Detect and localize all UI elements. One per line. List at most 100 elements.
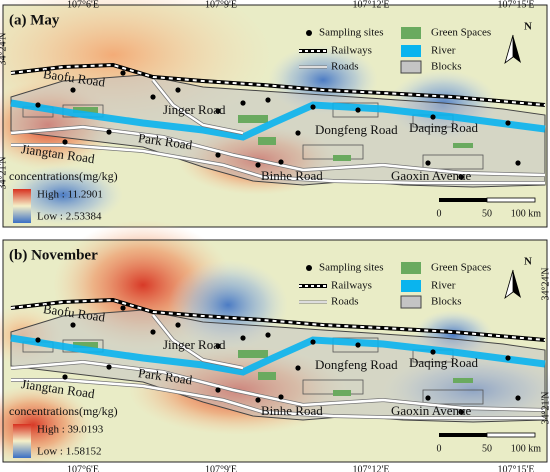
road [10, 125, 546, 177]
blocks [10, 309, 546, 423]
sampling-site [35, 102, 41, 108]
north-arrow-half [504, 34, 514, 65]
road-label: Jinger Road [163, 337, 226, 352]
color-ramp [13, 189, 31, 223]
sampling-site [355, 342, 361, 348]
road [11, 378, 545, 420]
concentration-high: High : 11.2901 [37, 189, 103, 201]
panel-label: (b) November [9, 247, 98, 263]
green-space [453, 143, 473, 148]
sampling-site [106, 364, 112, 370]
concentration-title: concentrations(mg/kg) [9, 169, 118, 183]
green-space [453, 378, 473, 383]
sampling-site [310, 339, 316, 345]
legend-symbol [401, 262, 421, 274]
legend-symbol [306, 265, 312, 271]
legend-label: Blocks [431, 296, 462, 308]
latitude-label: 34°21'N [540, 391, 550, 424]
legend-symbol [401, 45, 421, 57]
sampling-site [505, 120, 511, 126]
block [422, 154, 484, 170]
road-label: Binhe Road [261, 403, 323, 418]
sampling-site [62, 139, 68, 145]
sampling-site [430, 349, 436, 355]
green-space [238, 115, 268, 123]
green-space [73, 342, 98, 348]
green-space [258, 137, 276, 145]
longitude-label: 107°9'E [205, 464, 237, 472]
legend-symbol [400, 60, 422, 74]
road [152, 314, 244, 370]
legend-label: Sampling sites [319, 27, 383, 39]
longitude-label: 107°12'E [353, 0, 390, 10]
scale-bar [439, 433, 487, 437]
scale-bar [439, 198, 487, 202]
legend-symbol [306, 30, 312, 36]
legend-label: River [431, 280, 456, 292]
road-label: Dongfeng Road [315, 122, 398, 137]
road-label: Dongfeng Road [315, 357, 398, 372]
sampling-site [310, 104, 316, 110]
legend-label: Sampling sites [319, 262, 383, 274]
sampling-site [175, 87, 181, 93]
scale-label: 0 [437, 208, 442, 219]
green-space [333, 390, 351, 396]
sampling-site [215, 152, 221, 158]
legend-symbol [400, 295, 422, 309]
river [10, 334, 546, 376]
sampling-site [150, 329, 156, 335]
sampling-site [215, 343, 221, 349]
railway-dash [10, 63, 546, 106]
sampling-site [175, 322, 181, 328]
sampling-site [425, 395, 431, 401]
map-panel: (a) May 107°6'E 107°9'E 107°12'E 107°15'E 34°… [0, 0, 548, 228]
sampling-site [255, 162, 261, 168]
scale-label: 50 [482, 443, 492, 454]
north-arrow-half [504, 269, 514, 300]
green-space [333, 155, 351, 161]
scale-label: 100 km [511, 208, 542, 219]
road-label: Binhe Road [261, 168, 323, 183]
blocks [10, 74, 546, 188]
scale-bar [486, 432, 536, 438]
longitude-label: 107°9'E [205, 0, 237, 10]
sampling-site [70, 87, 76, 93]
road [11, 143, 545, 185]
sampling-site [515, 395, 521, 401]
concentration-low: Low : 2.53384 [37, 211, 102, 223]
sampling-site [35, 337, 41, 343]
sampling-site [278, 159, 284, 165]
north-label: N [524, 256, 532, 268]
concentration-low: Low : 1.58152 [37, 446, 101, 458]
green-space [258, 372, 276, 380]
longitude-label: 107°6'E [67, 464, 99, 472]
sampling-site [295, 130, 301, 136]
road-label: Gaoxin Avenue [391, 403, 471, 418]
sampling-site [278, 394, 284, 400]
sampling-site [355, 107, 361, 113]
sampling-site [295, 365, 301, 371]
road [10, 360, 546, 412]
longitude-label: 107°6'E [67, 0, 99, 10]
green-space [73, 107, 98, 113]
sampling-site [515, 160, 521, 166]
legend-symbol [401, 27, 421, 39]
longitude-label: 107°15'E [498, 464, 535, 472]
north-label: N [524, 21, 532, 33]
scale-label: 50 [482, 208, 492, 219]
sampling-site [458, 409, 464, 415]
sampling-site [240, 100, 246, 106]
sampling-site [430, 114, 436, 120]
road [152, 79, 244, 135]
longitude-label: 107°15'E [498, 0, 535, 10]
road-label: Daqing Road [409, 120, 478, 135]
scale-bar [486, 197, 536, 203]
sampling-site [240, 335, 246, 341]
legend-label: Green Spaces [431, 27, 491, 39]
latitude-label: 34°24'N [0, 32, 8, 65]
concentration-high: High : 39.0193 [37, 424, 104, 436]
scale-label: 100 km [511, 443, 542, 454]
legend-label: Railways [331, 45, 372, 57]
sampling-site [265, 97, 271, 103]
